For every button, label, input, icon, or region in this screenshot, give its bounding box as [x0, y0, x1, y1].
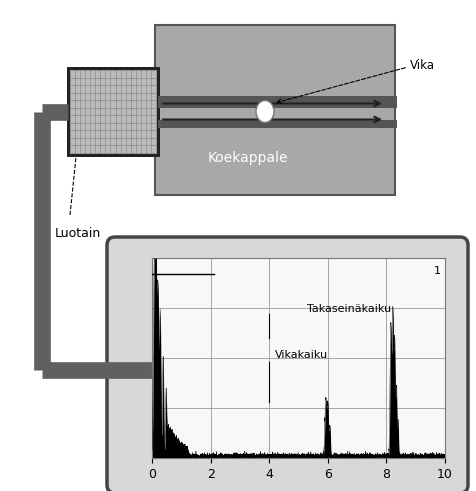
Bar	[158, 119, 396, 128]
Text: Koekappale: Koekappale	[207, 151, 287, 164]
Bar	[158, 96, 396, 108]
Text: 1: 1	[433, 266, 440, 276]
Bar	[68, 68, 158, 155]
Bar	[155, 25, 394, 195]
Ellipse shape	[256, 101, 273, 122]
FancyBboxPatch shape	[107, 237, 467, 491]
Text: Luotain: Luotain	[55, 227, 101, 240]
Bar	[68, 68, 158, 155]
Text: Vika: Vika	[409, 58, 434, 72]
Text: Vikakaiku: Vikakaiku	[275, 350, 327, 360]
Text: Takaseinäkaiku: Takaseinäkaiku	[307, 304, 391, 314]
